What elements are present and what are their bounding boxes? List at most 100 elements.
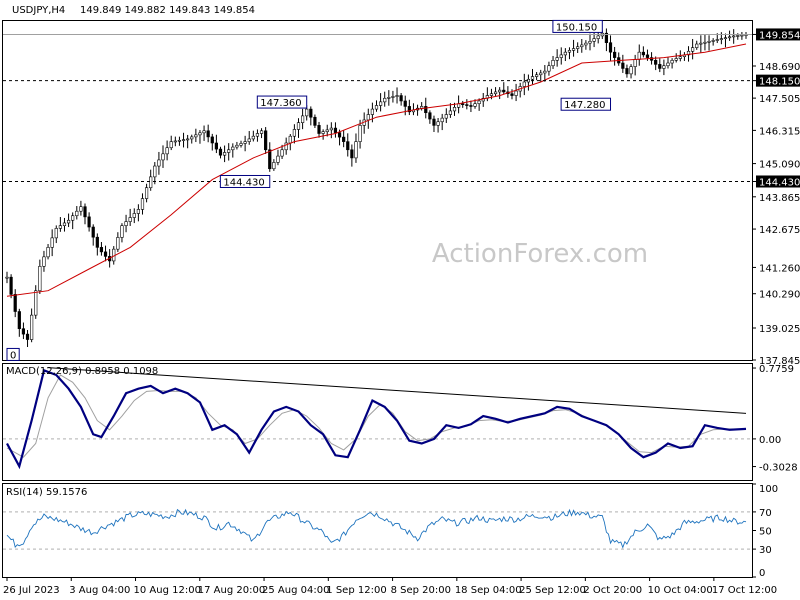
candle-body <box>255 133 260 137</box>
candle-body <box>666 62 670 67</box>
annotation-label: 147.280 <box>564 100 605 111</box>
candle-body <box>448 110 453 115</box>
candle-body <box>58 225 62 229</box>
candle-body <box>584 42 588 46</box>
candle-body <box>592 38 596 42</box>
candle-body <box>17 311 21 329</box>
rsi-title: RSI(14) 59.1576 <box>6 487 87 498</box>
candle-body <box>403 100 407 107</box>
candle-body <box>625 68 629 75</box>
candle-body <box>325 129 329 132</box>
candle-body <box>691 47 695 52</box>
candle-body <box>358 125 362 142</box>
candle-body <box>227 149 231 153</box>
candle-body <box>719 38 723 40</box>
candle-body <box>621 62 625 69</box>
macd-trendline <box>48 367 747 414</box>
candle-body <box>543 70 547 74</box>
candle-body <box>251 135 255 140</box>
candle-body <box>407 106 411 113</box>
candle-body <box>596 35 600 39</box>
candle-body <box>551 60 555 67</box>
candle-body <box>391 96 395 98</box>
annotation-box <box>560 97 612 111</box>
price-series <box>5 28 748 347</box>
candle-body <box>300 115 305 123</box>
candle-body <box>30 314 34 340</box>
annotation-box <box>256 95 308 109</box>
candle-body <box>641 51 645 56</box>
candle-body <box>559 54 563 58</box>
candle-body <box>13 294 17 312</box>
candle-body <box>268 149 272 170</box>
candle-body <box>235 144 239 148</box>
candle-body <box>276 155 280 163</box>
price-tag <box>756 175 800 188</box>
candle-body <box>354 141 358 159</box>
price-tick-label: 140.290 <box>759 290 800 301</box>
candle-body <box>736 35 740 37</box>
candle-body <box>329 127 333 131</box>
macd-tick-label: 0.00 <box>759 435 781 446</box>
candle-body <box>658 64 662 69</box>
candle-body <box>247 138 251 142</box>
symbol-label: USDJPY,H4 <box>12 5 65 16</box>
candle-body <box>395 95 399 97</box>
price-tick-label: 147.505 <box>759 94 800 105</box>
candle-body <box>629 66 633 75</box>
candle-body <box>444 114 448 119</box>
candle-body <box>144 187 149 199</box>
candle-body <box>695 43 699 48</box>
candle-body <box>342 136 346 142</box>
candle-body <box>280 149 284 157</box>
candle-body <box>62 222 67 226</box>
candle-body <box>50 237 54 248</box>
signal-path <box>6 374 746 458</box>
candle-body <box>576 46 580 49</box>
candle-body <box>633 59 637 67</box>
candle-body <box>686 50 691 56</box>
candle-body <box>181 139 186 141</box>
price-tick-label: 145.090 <box>759 160 800 171</box>
candle-body <box>198 132 202 136</box>
annotation-box <box>219 174 271 188</box>
annotation-label: 150.150 <box>556 22 597 33</box>
candle-body <box>136 209 140 214</box>
x-tick-label: 10 Oct 04:00 <box>648 585 713 596</box>
candle-body <box>128 217 132 222</box>
candle-body <box>510 93 514 96</box>
candle-body <box>161 153 165 161</box>
candle-body <box>374 105 379 110</box>
candle-body <box>711 40 715 42</box>
rsi-path <box>6 508 747 549</box>
candle-body <box>284 142 288 151</box>
candle-body <box>5 276 9 279</box>
candle-body <box>350 149 354 159</box>
candle-body <box>493 91 498 95</box>
price-tick-label: 142.675 <box>759 225 800 236</box>
x-tick-label: 18 Sep 04:00 <box>455 585 522 596</box>
candle-body <box>481 97 485 102</box>
candle-body <box>580 44 584 48</box>
candle-body <box>124 221 128 226</box>
candle-body <box>670 60 674 64</box>
candle-body <box>103 251 108 257</box>
price-tag-label: 148.150 <box>759 77 800 88</box>
candle-body <box>288 135 292 144</box>
candle-body <box>153 165 157 178</box>
candle-body <box>140 198 145 210</box>
candle-body <box>539 72 543 76</box>
axes: 149.854 148.690 148.150 147.505 146.315 145.0… <box>3 28 800 596</box>
candle-body <box>202 130 206 134</box>
price-tag <box>756 28 800 41</box>
macd-title: MACD(12,26,9) 0.8958 0.1098 <box>6 366 158 377</box>
candle-body <box>259 130 264 134</box>
sma-line <box>6 43 747 297</box>
candle-body <box>662 65 666 69</box>
x-tick-label: 25 Aug 04:00 <box>262 585 329 596</box>
candle-body <box>210 136 214 144</box>
macd-tick-label: -0.3028 <box>759 463 798 474</box>
price-levels <box>3 33 752 182</box>
candle-body <box>305 108 309 117</box>
